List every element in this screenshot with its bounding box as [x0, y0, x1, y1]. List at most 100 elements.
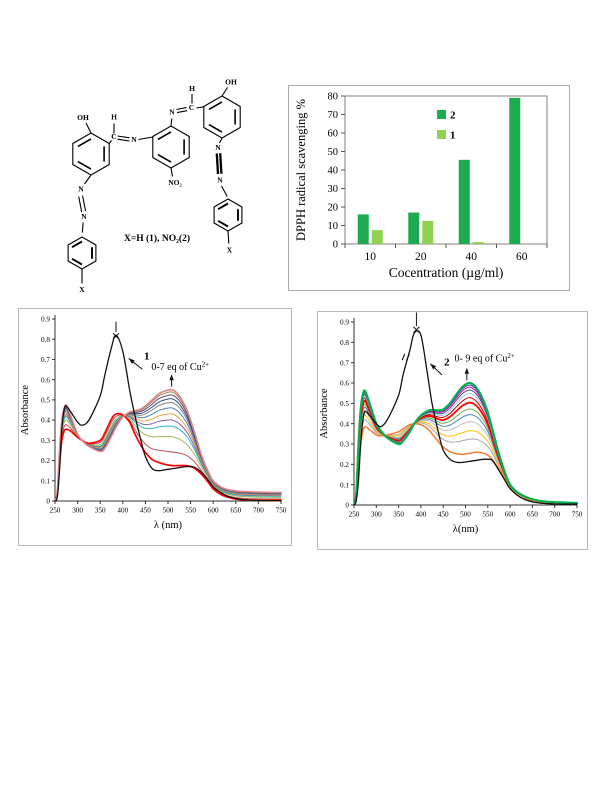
x-tick-label: 40 — [466, 251, 478, 263]
y-tick-label: 0.3 — [41, 437, 50, 445]
structure-bonds — [67, 87, 243, 284]
y-tick-label: 0.1 — [340, 481, 349, 489]
curve-intermediate-4 — [353, 406, 578, 506]
curve-final-complex — [353, 381, 579, 506]
flank-double-slash-mark — [406, 353, 410, 361]
y-tick-label: 20 — [328, 203, 339, 214]
y-tick-label: 0.7 — [340, 359, 349, 367]
x-tick-label: 750 — [572, 511, 583, 519]
curves-group — [54, 334, 282, 502]
dpph-bar-chart-panel: 0 10 20 30 40 50 60 70 80 10 20 40 60 2 1 Cocentration … — [288, 85, 570, 291]
bar-series2-60 — [509, 97, 521, 244]
atom-label-c2: C — [189, 103, 194, 112]
atom-label-n3: N — [215, 143, 221, 152]
y-tick-label: 0.1 — [41, 477, 50, 485]
y-tick-label: 0.5 — [41, 396, 50, 404]
atom-label-n6: N — [81, 212, 87, 221]
y-tick-label: 0.3 — [340, 441, 349, 449]
atom-label-oh-left: OH — [77, 113, 89, 122]
x-tick-label: 300 — [72, 507, 83, 515]
y-tick-label: 0.8 — [41, 336, 50, 344]
y-tick-label: 0.2 — [340, 461, 349, 469]
curve-final-complex — [54, 388, 282, 502]
curve-intermediate-9 — [353, 389, 578, 506]
y-tick-label: 0 — [345, 502, 349, 510]
y-tick-label: 80 — [328, 92, 339, 103]
x-tick-label: 750 — [276, 507, 287, 515]
atom-label-n2: N — [169, 108, 175, 117]
x-tick-label: 700 — [253, 507, 264, 515]
y-axis-title: Absorbance — [20, 385, 31, 435]
uv-vis-spectra-panel-1: 0 0.1 0.2 0.3 0.4 0.5 0.6 0.7 0.8 0.9 250 300 350 400… — [18, 308, 292, 546]
peak-x-mark — [112, 332, 120, 340]
atom-label-n4: N — [217, 176, 223, 185]
x-tick-label: 500 — [163, 507, 174, 515]
x-tick-label: 400 — [416, 511, 427, 519]
atom-label-n5: N — [78, 185, 84, 194]
y-tick-label: 0.9 — [41, 316, 50, 324]
dpph-bar-chart: 0 10 20 30 40 50 60 70 80 10 20 40 60 2 1 Cocentration … — [294, 92, 548, 280]
atom-label-n1: N — [131, 135, 137, 144]
y-tick-label: 30 — [328, 184, 339, 195]
curve-first-addition — [54, 412, 282, 502]
y-tick-label: 50 — [328, 147, 339, 158]
flank-double-slash-mark — [401, 353, 406, 361]
chemical-structure: OH H C N NO₂ N C H OH N N X N N X X=H (1… — [67, 78, 243, 295]
bar-series1-20 — [422, 220, 434, 244]
y-tick-label: 70 — [328, 110, 339, 121]
curve-intermediate-2 — [54, 415, 282, 502]
x-axis-title: λ(nm) — [453, 524, 479, 535]
y-tick-label: 0.9 — [340, 319, 349, 327]
y-tick-label: 0.6 — [340, 380, 349, 388]
curve-intermediate-5 — [54, 412, 282, 502]
arrowhead — [128, 358, 135, 364]
x-tick-label: 650 — [230, 507, 241, 515]
y-tick-label: 10 — [328, 221, 339, 232]
x-tick-label: 450 — [140, 507, 151, 515]
compound-number-label: 1 — [144, 350, 150, 362]
x-tick-label: 20 — [415, 251, 427, 263]
atom-label-c1: C — [111, 132, 116, 141]
atom-label-oh-right: OH — [225, 78, 237, 87]
curve-intermediate-3 — [54, 415, 282, 502]
y-axis-title: DPPH radical scavenging % — [294, 99, 308, 241]
y-tick-label: 0.6 — [41, 376, 50, 384]
x-tick-label: 600 — [208, 507, 219, 515]
y-tick-label: 0.7 — [41, 356, 50, 364]
atom-label-x-left: X — [79, 285, 85, 294]
curve-intermediate-7 — [353, 397, 578, 506]
curves-group — [353, 330, 579, 506]
legend-swatch-1 — [437, 130, 446, 139]
curve-intermediate-6 — [353, 399, 578, 506]
x-tick-label: 250 — [349, 511, 360, 519]
curve-intermediate-6 — [54, 407, 282, 502]
curve-intermediate-3 — [353, 410, 578, 506]
y-tick-label: 60 — [328, 129, 339, 140]
structure-atom-labels: OH H C N NO₂ N C H OH N N X N N X — [77, 78, 237, 295]
y-tick-label: 0.5 — [340, 400, 349, 408]
x-tick-label: 10 — [365, 251, 377, 263]
x-tick-label: 700 — [549, 511, 560, 519]
curve-intermediate-2 — [353, 414, 578, 506]
x-tick-label: 450 — [438, 511, 449, 519]
atom-label-h2: H — [189, 84, 195, 93]
x-tick-label: 60 — [516, 251, 528, 263]
x-tick-label: 500 — [460, 511, 471, 519]
x-axis-title: Cocentration (µg/ml) — [389, 265, 504, 280]
arrowhead — [169, 374, 174, 381]
uv-vis-spectra-chart-1: 0 0.1 0.2 0.3 0.4 0.5 0.6 0.7 0.8 0.9 250 300 350 400… — [20, 315, 287, 531]
x-tick-label: 350 — [393, 511, 404, 519]
bar-series1-40 — [472, 242, 484, 244]
y-tick-label: 0 — [46, 498, 50, 506]
x-tick-label: 400 — [117, 507, 128, 515]
arrowhead — [430, 363, 437, 370]
x-tick-label: 350 — [95, 507, 106, 515]
bar-series2-20 — [408, 212, 420, 244]
x-axis-title: λ (nm) — [154, 520, 183, 531]
y-tick-label: 0.4 — [340, 420, 349, 428]
atom-label-x-right: X — [227, 246, 233, 255]
x-tick-label: 650 — [527, 511, 538, 519]
equivalents-label: 0-7 eq of Cu2+ — [151, 360, 209, 373]
y-tick-label: 0.4 — [41, 417, 50, 425]
